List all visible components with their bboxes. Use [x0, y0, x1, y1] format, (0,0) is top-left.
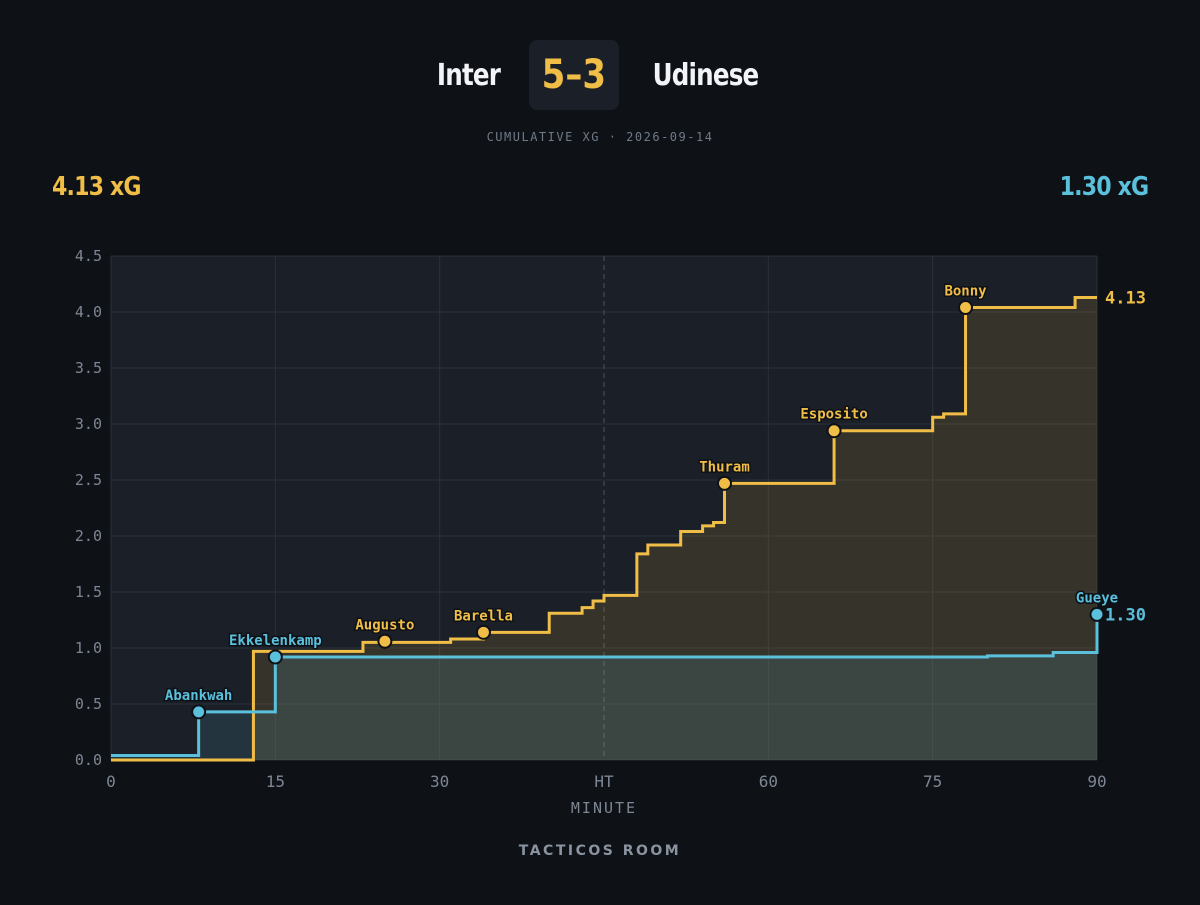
goal-marker — [1089, 606, 1105, 622]
score-box: 5–3 — [528, 40, 619, 110]
away-team-name: Udinese — [652, 57, 760, 93]
goal-scorer-label: Esposito — [800, 407, 867, 423]
goal-marker — [377, 633, 393, 649]
y-tick-label: 0.0 — [75, 751, 102, 769]
home-total-xg: 4.13 xG — [52, 172, 142, 202]
home-team-name: Inter — [436, 57, 501, 93]
x-tick-label: 0 — [106, 772, 116, 791]
goal-marker — [267, 649, 283, 665]
match-score: 5–3 — [541, 52, 607, 98]
brand-footer: TACTICOS ROOM — [518, 843, 682, 859]
goal-scorer-label: Gueye — [1076, 590, 1118, 606]
y-tick-label: 2.5 — [75, 471, 102, 489]
goal-marker — [958, 300, 974, 316]
x-tick-label: 15 — [266, 772, 285, 791]
x-axis-label: MINUTE — [571, 799, 637, 817]
goal-scorer-label: Ekkelenkamp — [229, 633, 322, 649]
x-tick-label: 75 — [923, 772, 942, 791]
y-tick-label: 4.5 — [75, 247, 102, 265]
series-line-inter — [111, 295, 1097, 762]
x-tick-label: 60 — [759, 772, 778, 791]
y-tick-label: 3.0 — [75, 415, 102, 433]
series-area-inter — [111, 297, 1097, 760]
goal-marker — [191, 704, 207, 720]
y-tick-label: 3.5 — [75, 359, 102, 377]
y-tick-label: 2.0 — [75, 527, 102, 545]
goal-marker — [717, 475, 733, 491]
x-tick-label: 90 — [1087, 772, 1106, 791]
x-tick-label: HT — [594, 772, 614, 791]
x-tick-label: 30 — [430, 772, 449, 791]
series-end-label: 1.30 — [1105, 605, 1146, 625]
y-tick-label: 4.0 — [75, 303, 102, 321]
y-tick-label: 0.5 — [75, 695, 102, 713]
xg-step-chart: 0.0 0.5 1.0 1.5 2.0 2.5 3.0 3.5 4.0 4.5 0 15 30 HT 60 7… — [75, 247, 1146, 817]
away-total-xg: 1.30 xG — [1059, 172, 1149, 202]
goal-marker — [826, 423, 842, 439]
goal-marker — [475, 624, 491, 640]
series-end-label: 4.13 — [1105, 288, 1146, 308]
y-tick-label: 1.5 — [75, 583, 102, 601]
scoreline-header: Inter 5–3 Udinese — [0, 40, 1200, 110]
goal-scorer-label: Bonny — [944, 284, 987, 300]
y-tick-label: 1.0 — [75, 639, 102, 657]
series-line-udinese — [111, 614, 1099, 758]
series-area-udinese — [111, 614, 1097, 760]
goal-scorer-label: Thuram — [699, 459, 750, 475]
goal-scorer-label: Augusto — [355, 617, 414, 633]
goal-scorer-label: Barella — [454, 608, 513, 624]
chart-subtitle: CUMULATIVE XG · 2026-09-14 — [486, 130, 714, 144]
goal-scorer-label: Abankwah — [165, 688, 232, 704]
